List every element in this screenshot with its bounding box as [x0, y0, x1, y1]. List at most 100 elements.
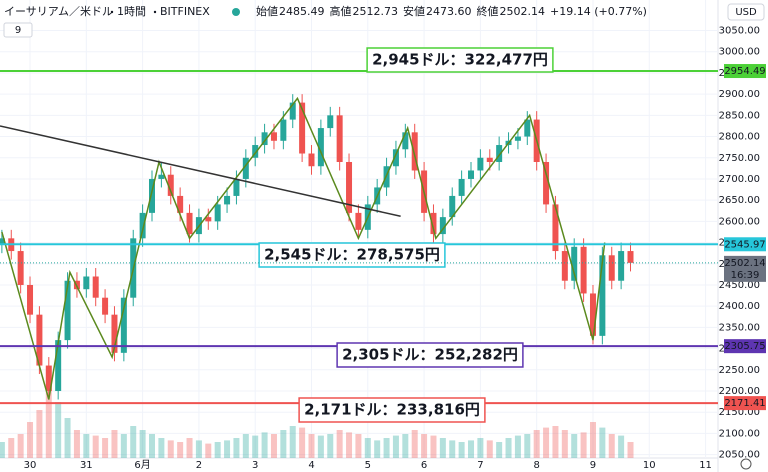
volume-bar [346, 432, 353, 458]
y-tick-label: 3000.00 [719, 47, 760, 58]
last-price: 2502.14 [724, 258, 765, 269]
volume-bar [139, 430, 146, 458]
last-price-box [724, 255, 766, 282]
volume-bar [73, 430, 80, 458]
volume-bar [486, 440, 493, 458]
annotation: 2,171ドル：233,816円 [304, 401, 480, 419]
volume-bar [299, 427, 306, 458]
volume-bar [55, 402, 62, 458]
y-tick-label: 2250.00 [719, 365, 760, 376]
volume-bar [308, 434, 315, 458]
ohlc-value: 2502.14 [500, 5, 546, 18]
volume-bar [627, 442, 634, 458]
candle-body [289, 102, 296, 120]
volume-bar [543, 427, 550, 458]
candle-body [186, 212, 193, 235]
y-tick-label: 2350.00 [719, 322, 760, 333]
candle-body [64, 280, 71, 341]
volume-bar [242, 434, 249, 458]
volume-bar [496, 442, 503, 458]
volume-bar [468, 440, 475, 458]
volume-bar [571, 434, 578, 458]
volume-bar [580, 432, 587, 458]
candle-body [214, 204, 221, 222]
interval: 1時間 [117, 5, 146, 18]
candle-body [496, 145, 503, 162]
x-tick-label: 6月 [134, 459, 150, 471]
volume-bar [608, 434, 615, 458]
candle-body [45, 365, 52, 391]
settings-icon[interactable] [740, 458, 752, 470]
x-tick-label: 8 [533, 460, 539, 471]
volume [0, 386, 634, 458]
candle-body [158, 174, 165, 179]
x-tick-label: 31 [80, 460, 93, 471]
candle-body [317, 128, 324, 167]
candle-body [308, 153, 315, 167]
candle-body [83, 276, 90, 290]
candle-body [589, 293, 596, 336]
annotation-box [366, 47, 554, 73]
ohlc-value: 2512.73 [353, 5, 399, 18]
candle-body [524, 119, 531, 137]
x-tick-label: 30 [24, 460, 37, 471]
ohlc-label: 終値 [477, 4, 499, 18]
y-tick-label: 2700.00 [719, 174, 760, 185]
volume-bar [336, 430, 343, 458]
y-tick-label: 2600.00 [719, 216, 760, 227]
candle-body [148, 178, 155, 213]
volume-bar [148, 434, 155, 458]
ohlc-label: 始値 [256, 4, 278, 18]
candle-body [120, 297, 127, 353]
candle-body [346, 161, 353, 213]
volume-bar [599, 427, 606, 458]
y-tick-label: 2650.00 [719, 195, 760, 206]
volume-bar [224, 440, 231, 458]
candle-body [439, 217, 446, 235]
candle-body [299, 102, 306, 154]
volume-bar [552, 426, 559, 458]
ohlc-value: 2485.49 [279, 5, 325, 18]
x-tick-label: 6 [421, 460, 427, 471]
volume-bar [83, 434, 90, 458]
y-tick-label: 2050.00 [719, 450, 760, 461]
level-price-box [724, 339, 766, 354]
candle-body [242, 157, 249, 179]
volume-bar [449, 440, 456, 458]
y-tick-label: 2850.00 [719, 110, 760, 121]
volume-bar [252, 435, 259, 458]
candle-body [580, 246, 587, 294]
candle-body [224, 195, 231, 205]
candle-body [402, 132, 409, 150]
candle-body [392, 149, 399, 167]
volume-bar [120, 434, 127, 458]
volume-bar [8, 438, 15, 458]
volume-bar [111, 430, 118, 458]
level-price-box [724, 237, 766, 252]
currency: USD [735, 7, 757, 18]
y-tick-label: 3050.00 [719, 26, 760, 37]
volume-bar [374, 440, 381, 458]
candle-body [477, 157, 484, 171]
x-tick-label: 7 [477, 460, 483, 471]
currency-button[interactable] [727, 3, 765, 21]
volume-bar [514, 435, 521, 458]
y-tick-label: 2400.00 [719, 301, 760, 312]
y-tick-label: 2800.00 [719, 132, 760, 143]
indicator-badge[interactable] [3, 22, 33, 38]
y-tick-label: 2450.00 [719, 280, 760, 291]
candle-body [205, 217, 212, 222]
candle-body [627, 251, 634, 263]
volume-bar [177, 442, 184, 458]
volume-bar [477, 438, 484, 458]
x-tick-label: 11 [699, 460, 712, 471]
symbol: イーサリアム／米ドル [4, 5, 113, 18]
candle-body [486, 157, 493, 162]
candle-body [355, 212, 362, 230]
x-tick-label: 3 [252, 460, 258, 471]
level-price: 2954.49 [724, 66, 765, 77]
volume-bar [186, 438, 193, 458]
volume-bar [383, 438, 390, 458]
y-tick-label: 2750.00 [719, 153, 760, 164]
